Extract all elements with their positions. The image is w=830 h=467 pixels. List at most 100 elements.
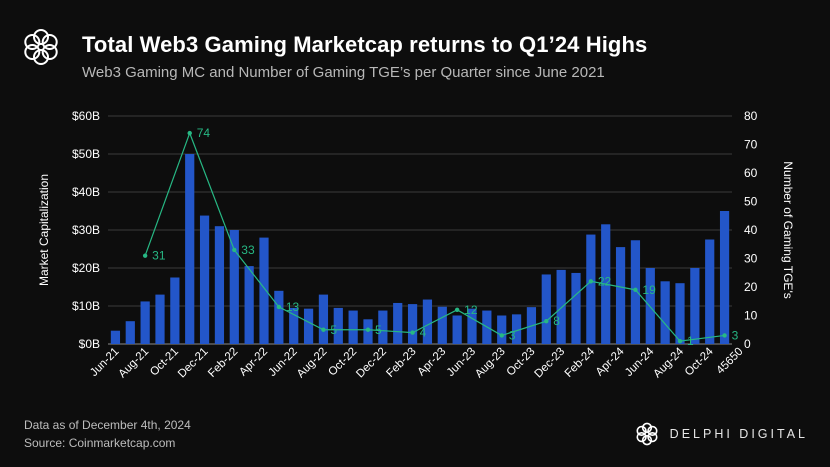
- bar: [511, 314, 522, 344]
- tge-point: [454, 307, 460, 312]
- brand-name: DELPHI DIGITAL: [669, 427, 808, 441]
- y-tick-label: $10B: [72, 299, 100, 313]
- x-tick-label: Oct-24: [683, 345, 716, 378]
- tge-data-label: 12: [464, 303, 478, 317]
- tge-point: [232, 247, 237, 253]
- x-tick-label: Feb-22: [206, 346, 240, 380]
- tge-point: [410, 330, 415, 335]
- tge-data-label: 4: [420, 326, 427, 340]
- x-tick-label: Feb-23: [384, 346, 418, 380]
- tge-point: [499, 333, 504, 338]
- bar: [155, 294, 165, 344]
- bar: [199, 215, 210, 344]
- brand-footer: DELPHI DIGITAL: [634, 421, 808, 447]
- bar: [274, 290, 284, 344]
- bar: [586, 234, 596, 344]
- y2-tick-label: 80: [744, 109, 758, 123]
- x-tick-label: Oct-23: [505, 346, 538, 379]
- chart-title: Total Web3 Gaming Marketcap returns to Q…: [82, 32, 648, 57]
- tge-data-label: 31: [152, 249, 166, 263]
- bar: [378, 310, 388, 344]
- x-tick-label: Aug-23: [473, 346, 508, 381]
- bar: [393, 302, 403, 344]
- tge-point: [187, 130, 192, 136]
- tge-data-label: 19: [642, 283, 656, 297]
- x-tick-label: Apr-23: [416, 346, 449, 379]
- bar: [422, 299, 433, 344]
- bar: [690, 268, 700, 344]
- y2-tick-label: 0: [744, 337, 751, 351]
- tge-point: [544, 319, 549, 324]
- x-tick-label: Apr-22: [237, 346, 270, 379]
- x-tick-label: Oct-22: [326, 346, 359, 379]
- bar: [630, 240, 641, 344]
- bar: [348, 310, 358, 344]
- tge-point: [321, 327, 326, 332]
- tge-point: [677, 338, 683, 344]
- bar: [407, 304, 418, 344]
- bar: [452, 315, 462, 344]
- y-tick-label: $50B: [72, 147, 100, 161]
- bar: [244, 266, 254, 344]
- bar: [318, 294, 329, 344]
- tge-point: [722, 333, 727, 338]
- tge-data-label: 74: [197, 126, 211, 140]
- tge-data-label: 33: [241, 243, 255, 257]
- delphi-logo-icon: [24, 29, 58, 65]
- y2-tick-label: 10: [744, 309, 758, 323]
- bar: [170, 277, 180, 344]
- x-tick-label: Jun-24: [623, 345, 657, 379]
- x-tick-label: 45650: [714, 346, 745, 377]
- tge-point: [588, 279, 594, 284]
- tge-data-label: 1: [687, 334, 694, 348]
- y-tick-label: $20B: [72, 261, 100, 275]
- bar: [140, 301, 150, 344]
- bar: [615, 247, 626, 344]
- y2-tick-label: 60: [744, 166, 758, 180]
- x-tick-label: Aug-21: [117, 346, 152, 381]
- bar: [229, 230, 239, 344]
- tge-data-label: 22: [598, 274, 612, 288]
- bar: [497, 315, 507, 344]
- tge-data-label: 13: [286, 300, 300, 314]
- bar: [556, 269, 566, 344]
- y-tick-label: $30B: [72, 223, 100, 237]
- data-date-note: Data as of December 4th, 2024: [24, 418, 191, 432]
- y2-tick-label: 70: [744, 138, 758, 152]
- y-axis-label: Market Capitalization: [37, 174, 51, 286]
- y-tick-label: $60B: [72, 109, 100, 123]
- y2-tick-label: 30: [744, 252, 758, 266]
- y2-tick-label: 40: [744, 223, 758, 237]
- bar: [705, 239, 715, 344]
- bar: [259, 237, 269, 344]
- tge-data-label: 3: [732, 328, 739, 342]
- y2-tick-label: 20: [744, 280, 758, 294]
- delphi-logo-icon: [636, 422, 658, 446]
- x-tick-label: Dec-21: [176, 346, 211, 381]
- bar: [185, 154, 195, 344]
- x-tick-label: Aug-24: [651, 345, 686, 380]
- bar: [333, 307, 343, 344]
- tge-data-label: 3: [509, 328, 516, 342]
- bar: [214, 226, 225, 344]
- bar: [675, 283, 685, 344]
- x-tick-label: Jun-23: [445, 346, 478, 379]
- x-tick-label: Apr-24: [594, 345, 627, 378]
- bar: [719, 211, 730, 344]
- y-tick-label: $40B: [72, 185, 100, 199]
- bar: [437, 306, 447, 344]
- x-tick-label: Jun-22: [266, 346, 299, 379]
- y2-tick-label: 50: [744, 195, 758, 209]
- tge-data-label: 5: [375, 323, 382, 337]
- bar: [541, 274, 551, 344]
- tge-data-label: 5: [330, 323, 337, 337]
- x-tick-label: Dec-23: [533, 346, 568, 381]
- bar: [125, 321, 135, 344]
- x-tick-label: Aug-22: [295, 346, 330, 381]
- tge-point: [365, 327, 371, 332]
- bar: [289, 307, 299, 344]
- x-tick-label: Feb-24: [563, 345, 598, 380]
- x-tick-label: Oct-21: [148, 346, 181, 379]
- bar: [571, 272, 581, 344]
- bar: [645, 268, 655, 344]
